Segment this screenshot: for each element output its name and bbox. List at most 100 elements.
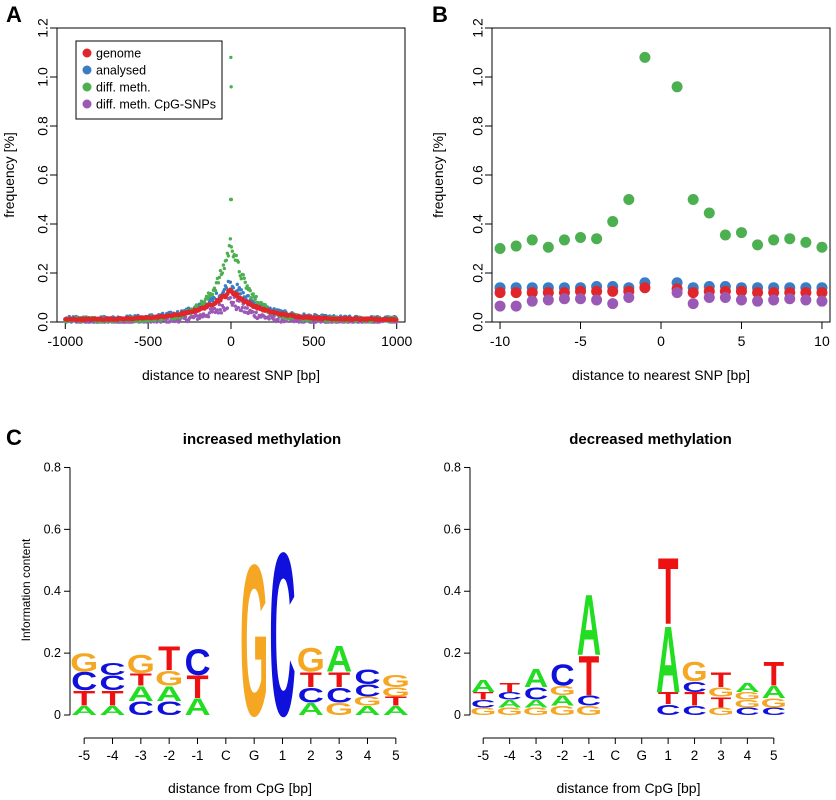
data-point [253,297,257,302]
logo-letter: A [524,698,548,710]
x-axis-label: distance to nearest SNP [bp] [142,367,320,383]
data-point [800,236,812,248]
data-point [735,285,747,297]
logo-letter: T [658,689,679,708]
logo-letter: G [155,667,183,691]
logo-title: decreased methylation [569,431,732,448]
data-point [207,311,212,315]
y-tick-label: 0.6 [470,165,486,185]
x-tick-label: 3 [335,748,343,763]
logo-letter: C [524,684,548,703]
data-point [205,297,210,301]
logo-letter: G [523,706,549,718]
logo-letter: G [127,650,155,679]
data-point [478,282,489,293]
plot-area [478,51,828,312]
data-point [242,276,246,280]
x-tick-label: 2 [307,748,315,763]
data-point [272,314,276,318]
x-tick-label: 500 [302,333,326,349]
logo-letter: T [385,694,408,709]
logo-letter: T [300,668,322,692]
y-tick-label: 0.6 [444,522,461,536]
panel-b: -10 -5 0 5 10 0.0 0.2 0.4 0.6 0.8 1.0 1.2 distance t… [430,18,831,383]
x-tick-label: C [610,748,620,763]
data-point [768,234,780,246]
logo-letter: C [550,658,574,692]
x-axis-label: distance to nearest SNP [bp] [572,367,750,383]
logo-letter: C [71,667,97,696]
data-point [784,293,796,305]
data-point [210,298,215,303]
legend-label: diff. meth. CpG-SNPs [96,98,216,112]
y-axis-label: Information content [19,538,33,641]
data-point [494,300,506,312]
logo-letter: T [658,538,679,645]
logo-letter: C [497,690,521,702]
data-point [225,306,230,310]
data-point [687,287,699,299]
data-point [287,317,291,321]
y-tick-label: 0 [454,708,461,722]
legend-marker [82,48,92,58]
data-point [558,234,570,246]
data-point [210,292,215,297]
y-tick-label: 0.4 [44,584,61,598]
data-point [235,282,239,287]
y-tick-label: 1.2 [470,18,486,38]
x-tick-label: -2 [556,748,568,763]
logo-letter: C [735,706,759,718]
data-point [607,285,619,297]
logo-letter: A [71,703,97,718]
y-tick-label: 0.4 [444,584,461,598]
logo-letter: C [682,678,707,695]
data-point [768,294,780,306]
data-point [226,254,231,258]
logo-letter: A [326,638,352,679]
y-tick-label: 0.6 [44,522,61,536]
data-point [607,216,619,228]
y-tick-label: 1.0 [470,67,486,87]
x-tick-label: 3 [717,748,725,763]
data-point [254,310,258,315]
data-point [246,293,250,298]
y-tick-label: 0.2 [35,263,51,283]
data-point [229,197,234,202]
data-point [231,300,236,305]
legend-label: analysed [96,64,146,78]
data-point [254,294,258,299]
y-tick-label: 0.8 [44,460,61,474]
y-axis-label: frequency [%] [1,132,17,218]
logo-letter: G [576,704,602,718]
data-point [237,270,241,274]
logo-letter: C [184,642,210,683]
x-tick-label: 4 [364,748,372,763]
panel-c-increased: increased methylation 0 0.2 0.4 0.6 0.8 Inform… [19,431,410,796]
data-point [229,85,233,89]
logo-letter: A [550,692,575,709]
data-point [241,273,245,277]
logo-letter: G [681,656,707,688]
data-point [526,287,538,299]
legend-label: diff. meth. [96,81,151,95]
data-point [229,245,234,249]
y-tick-label: 0.6 [35,165,51,185]
series-diff-meth- [494,51,828,254]
y-tick-label: 0.4 [35,214,51,234]
legend-marker [82,99,92,109]
logo-letter: T [130,670,153,689]
data-point [210,310,215,314]
data-point [224,286,229,290]
data-point [494,243,506,254]
x-tick-label: -1000 [47,333,83,349]
data-point [394,317,399,322]
logo-letter: G [549,684,575,698]
logo-letter: T [101,687,123,711]
data-point [239,277,243,281]
legend-label: genome [96,47,141,61]
x-tick-label: 10 [814,333,830,349]
data-point [800,294,812,306]
data-point [719,229,731,241]
data-point [526,234,538,246]
